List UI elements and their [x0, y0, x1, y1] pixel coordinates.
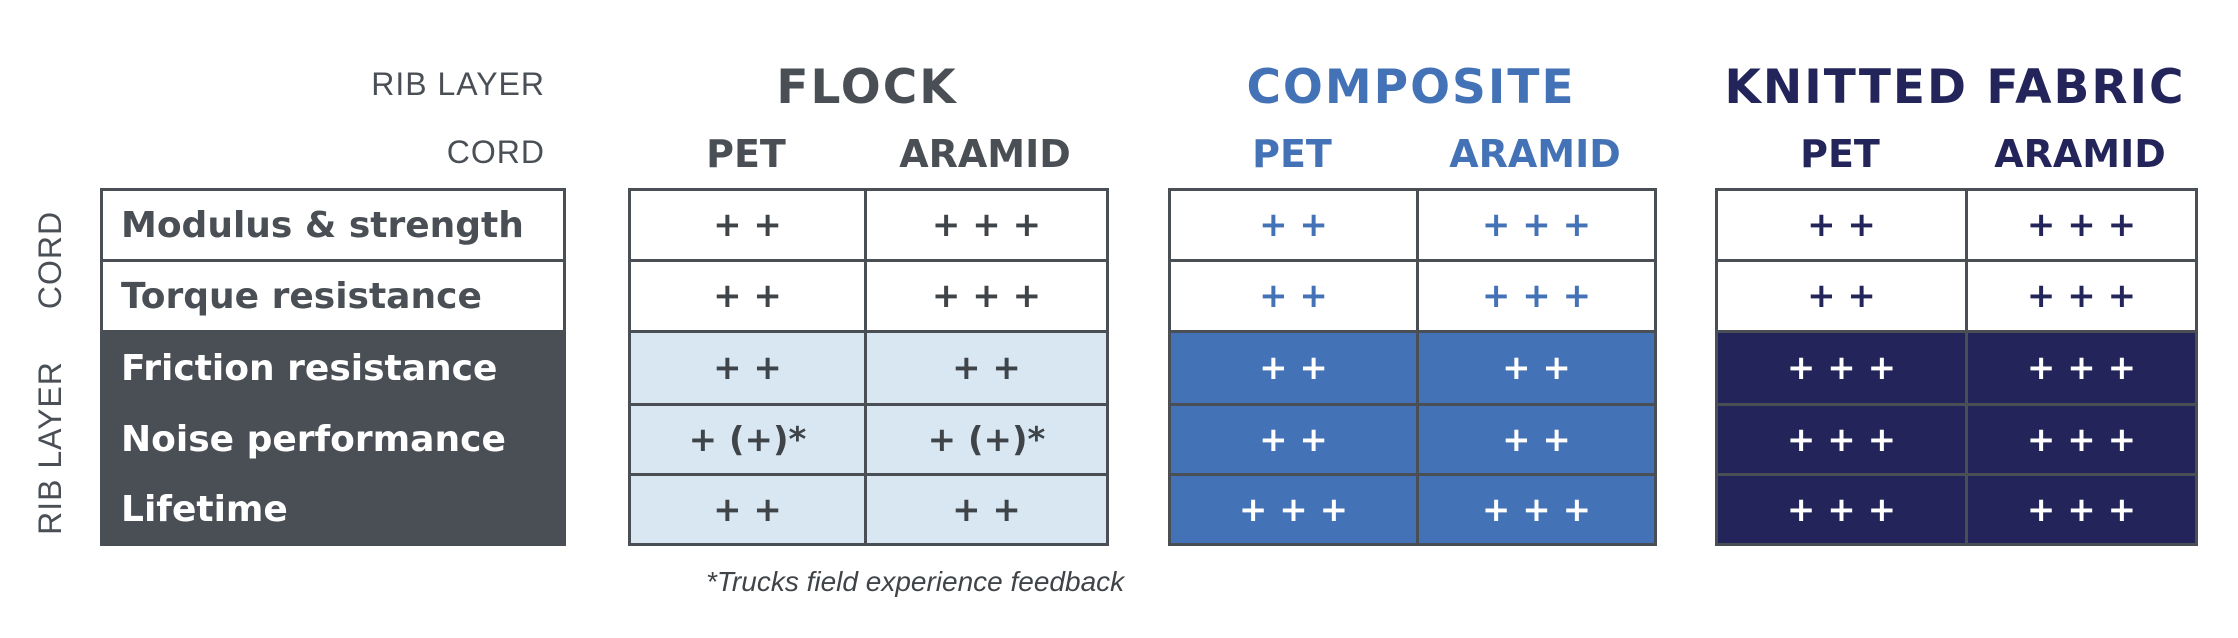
- composite-aramid-value: + +: [1416, 330, 1657, 406]
- flock-table: + + + + + + + + + + + + + + + (+)* + (+)…: [628, 188, 1109, 546]
- knitted-aramid-value: + + +: [1965, 330, 2198, 406]
- knitted-aramid-header: ARAMID: [1994, 132, 2166, 176]
- footnote: *Trucks field experience feedback: [706, 566, 1125, 597]
- composite-pet-value: + +: [1168, 403, 1419, 476]
- knitted-aramid-value: + + +: [1965, 473, 2198, 546]
- composite-pet-value: + + +: [1168, 473, 1419, 546]
- flock-pet-value: + +: [628, 259, 867, 333]
- knitted-fabric-table: + + + + + + + + + + + + + + + + + + + + …: [1715, 188, 2198, 546]
- row-label-modulus-strength: Modulus & strength: [100, 188, 566, 262]
- flock-aramid-value: + +: [864, 473, 1109, 546]
- row-labels-table: Modulus & strength Torque resistance Fri…: [100, 188, 566, 546]
- composite-table: + + + + + + + + + + + + + + + + + + + + …: [1168, 188, 1657, 546]
- cord-header: CORD: [446, 134, 545, 170]
- flock-pet-value: + +: [628, 473, 867, 546]
- composite-aramid-value: + + +: [1416, 188, 1657, 262]
- knitted-pet-value: + +: [1715, 188, 1968, 262]
- row-label-noise-performance: Noise performance: [100, 404, 566, 476]
- group-title-knitted-fabric: KNITTED FABRIC: [1724, 60, 2186, 115]
- knitted-aramid-value: + + +: [1965, 188, 2198, 262]
- row-label-torque-resistance: Torque resistance: [100, 259, 566, 333]
- knitted-pet-value: + +: [1715, 259, 1968, 333]
- knitted-aramid-value: + + +: [1965, 403, 2198, 476]
- knitted-pet-value: + + +: [1715, 403, 1968, 476]
- flock-pet-value: + +: [628, 188, 867, 262]
- rib-layer-header: RIB LAYER: [371, 66, 545, 102]
- composite-aramid-value: + + +: [1416, 473, 1657, 546]
- group-title-composite: COMPOSITE: [1246, 60, 1576, 115]
- composite-pet-header: PET: [1252, 132, 1332, 176]
- knitted-aramid-value: + + +: [1965, 259, 2198, 333]
- group-title-flock: FLOCK: [776, 60, 958, 115]
- flock-aramid-value: + + +: [864, 259, 1109, 333]
- knitted-pet-header: PET: [1800, 132, 1880, 176]
- flock-pet-value: + (+)*: [628, 403, 867, 476]
- knitted-pet-value: + + +: [1715, 330, 1968, 406]
- composite-aramid-value: + +: [1416, 403, 1657, 476]
- side-label-cord: CORD: [32, 210, 68, 310]
- row-label-lifetime: Lifetime: [100, 474, 566, 546]
- composite-pet-value: + +: [1168, 330, 1419, 406]
- knitted-pet-value: + + +: [1715, 473, 1968, 546]
- flock-pet-value: + +: [628, 330, 867, 406]
- row-label-friction-resistance: Friction resistance: [100, 331, 566, 406]
- flock-aramid-value: + +: [864, 330, 1109, 406]
- flock-aramid-value: + + +: [864, 188, 1109, 262]
- composite-pet-value: + +: [1168, 188, 1419, 262]
- composite-aramid-header: ARAMID: [1449, 132, 1621, 176]
- flock-aramid-value: + (+)*: [864, 403, 1109, 476]
- composite-aramid-value: + + +: [1416, 259, 1657, 333]
- flock-aramid-header: ARAMID: [899, 132, 1071, 176]
- composite-pet-value: + +: [1168, 259, 1419, 333]
- flock-pet-header: PET: [706, 132, 786, 176]
- side-label-rib-layer: RIB LAYER: [32, 361, 68, 535]
